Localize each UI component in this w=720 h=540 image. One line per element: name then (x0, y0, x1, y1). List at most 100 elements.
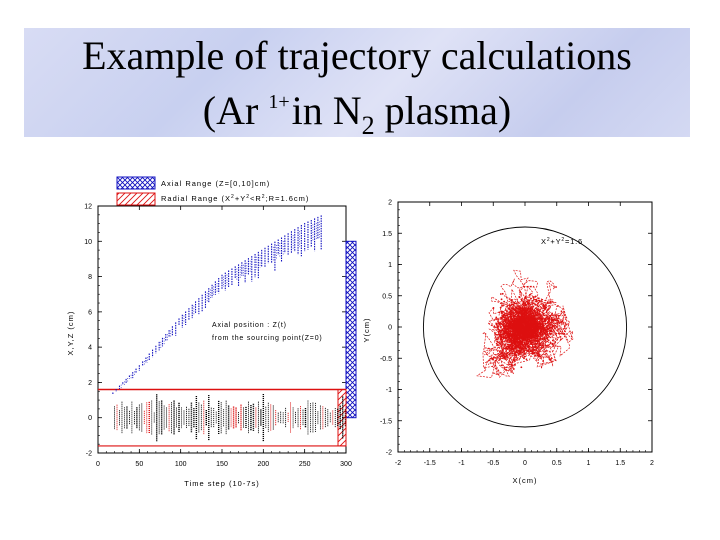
xy-trajectory-point (524, 303, 527, 306)
xy-trajectory-point (502, 314, 505, 317)
xy-trajectory-point (521, 351, 524, 354)
xy-trajectory-point (522, 313, 525, 316)
xy-trajectory-point (543, 328, 545, 331)
left-y-tick-label: 2 (88, 380, 92, 387)
xy-trajectory-point (536, 308, 539, 311)
xy-trajectory-point (509, 332, 512, 335)
xy-trajectory-point (537, 305, 540, 308)
xy-trajectory-point (510, 349, 513, 351)
xy-trajectory-point (523, 310, 526, 312)
xy-trajectory-point (514, 306, 517, 309)
xy-trajectory-point (511, 303, 514, 306)
xy-trajectory-point (520, 337, 523, 340)
xy-trajectory-point (550, 316, 553, 319)
xy-trajectory-point (560, 338, 562, 341)
xy-trajectory-point (542, 331, 545, 333)
xy-trajectory-point (543, 320, 546, 323)
xy-trajectory-point (534, 310, 536, 313)
xy-trajectory-point (495, 342, 498, 345)
xy-trajectory-point (551, 339, 554, 342)
xy-trajectory-point (513, 359, 515, 362)
legend-radial-sup2: 2 (246, 194, 250, 200)
xy-trajectory-point (512, 337, 515, 340)
right-y-tick-label: 0 (388, 325, 392, 332)
xy-trajectory-point (555, 286, 557, 288)
xy-trajectory-point (535, 299, 538, 302)
xy-trajectory-point (536, 339, 539, 342)
xy-trajectory-point (537, 297, 540, 300)
subtitle-part-1: (Ar (202, 88, 259, 133)
left-y-tick-label: 4 (88, 345, 92, 352)
xy-trajectory-point (545, 330, 548, 332)
left-x-tick-label: 50 (135, 461, 143, 468)
xy-trajectory-point (509, 322, 511, 324)
xy-trajectory-point (502, 320, 504, 323)
xy-trajectory-point (518, 311, 520, 314)
xy-trajectory-point (500, 298, 503, 301)
xy-trajectory-point (532, 345, 534, 348)
xy-trajectory-point (538, 332, 541, 334)
xy-trajectory-point (544, 328, 547, 331)
xy-trajectory-point (504, 320, 507, 323)
xy-trajectory-point (501, 304, 504, 307)
xy-trajectory-point (530, 343, 533, 346)
right-x-tick-label: 1 (587, 460, 591, 467)
right-y-tick-label: 1 (388, 262, 392, 269)
right-x-tick-label: -1 (458, 460, 464, 467)
xy-trajectory-point (521, 312, 524, 314)
xy-trajectory-point (511, 319, 514, 322)
xy-trajectory-point (525, 343, 528, 345)
xy-trajectory-point (547, 327, 550, 330)
xy-trajectory-point (547, 308, 550, 310)
left-y-tick-label: 8 (88, 274, 92, 281)
xy-trajectory-point (544, 322, 547, 325)
xy-trajectory-point (512, 308, 515, 311)
legend-label-radial: Radial Range (X2+Y2<R2;R=1.6cm) (161, 194, 309, 203)
left-plot-area: 0 50 100 150 200 250 300 -2 0 2 4 6 8 10 12 (84, 204, 357, 468)
right-chart: -2 -1.5 -1 -0.5 0 0.5 1 1.5 2 -2 -1.5 -1 -0.5 0 0.5 1 1.… (362, 200, 654, 486)
right-x-tick-label: 2 (650, 460, 654, 467)
xy-trajectory-point (522, 301, 525, 304)
xy-trajectory-point (520, 314, 523, 317)
xy-trajectory-point (514, 340, 517, 342)
xy-trajectory-point (527, 338, 530, 341)
xy-trajectory-point (533, 346, 536, 348)
xy-trajectory-point (502, 324, 505, 327)
xy-trajectory-point (509, 304, 512, 307)
legend-radial-sup1: 2 (231, 194, 235, 200)
legend-label-axial: Axial Range (Z=[0,10]cm) (161, 179, 270, 188)
circle-label-sup1: 2 (547, 237, 551, 243)
xy-trajectory-point (531, 341, 534, 344)
xy-trajectory-point (534, 354, 537, 357)
xy-trajectory-point (530, 350, 532, 353)
ion-charge: 1+ (268, 91, 290, 113)
right-x-tick-label: -1.5 (424, 460, 436, 467)
xy-trajectory-point (528, 313, 531, 316)
xy-trajectory-point (512, 334, 515, 337)
xy-trajectory-point (526, 309, 529, 312)
xy-trajectory-point (520, 366, 523, 369)
xy-trajectory-point (529, 315, 532, 318)
xy-trajectory-point (505, 347, 508, 350)
xy-trajectory-point (548, 317, 551, 320)
xy-trajectory-point (500, 316, 503, 319)
xy-trajectory-point (501, 328, 504, 331)
slide-subtitle: (Ar 1+in N2 plasma) (24, 80, 690, 148)
xy-trajectory-point (533, 298, 535, 301)
xy-trajectory-point (517, 301, 520, 304)
right-x-tick-label: -0.5 (487, 460, 499, 467)
subtitle-part-2: in N (291, 88, 362, 133)
right-x-tick-label: 1.5 (615, 460, 625, 467)
legend-radial-c: <R (250, 194, 262, 203)
left-frame (97, 205, 347, 454)
left-y-tick-label: 12 (84, 204, 92, 211)
right-y-tick-label: 1.5 (382, 231, 392, 238)
xy-trajectory-point (521, 341, 524, 344)
xy-trajectory-point (510, 341, 513, 344)
xy-trajectory-point (538, 313, 540, 316)
xy-trajectory-point (507, 323, 510, 326)
n2-subscript: 2 (361, 111, 375, 140)
xy-trajectory-point (518, 338, 521, 341)
circle-label: X2+Y2=1.6 (541, 237, 583, 246)
xy-trajectory-point (513, 302, 516, 305)
